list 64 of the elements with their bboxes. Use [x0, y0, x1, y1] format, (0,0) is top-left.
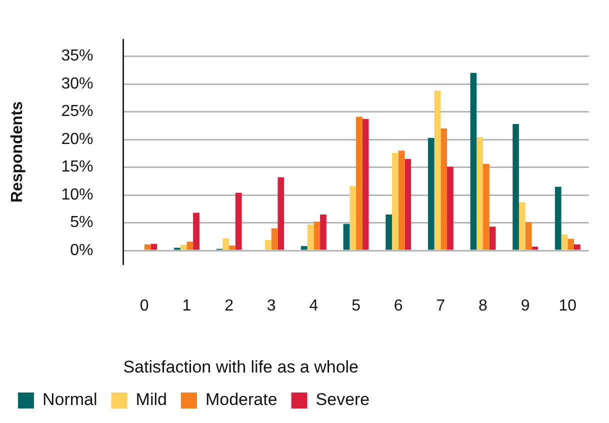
- bar: [428, 138, 434, 250]
- bar: [392, 152, 398, 250]
- bar: [476, 137, 483, 250]
- x-tick-label: 10: [558, 297, 577, 314]
- bar: [235, 192, 242, 250]
- y-tick-label: 30%: [61, 75, 94, 92]
- bar: [482, 164, 490, 250]
- bar: [518, 202, 526, 250]
- bar: [362, 118, 369, 250]
- bar: [525, 222, 532, 250]
- y-tick-label: 0%: [70, 242, 94, 259]
- bar: [271, 228, 278, 250]
- legend-label: Moderate: [205, 390, 278, 410]
- bar: [512, 124, 519, 250]
- bar: [404, 158, 412, 250]
- y-tick-label: 25%: [61, 103, 94, 120]
- bar: [278, 177, 284, 250]
- x-axis-title: Satisfaction with life as a whole: [123, 357, 359, 376]
- y-tick-label: 15%: [61, 158, 94, 176]
- bar: [568, 238, 574, 250]
- bar: [561, 234, 568, 250]
- legend-label: Severe: [316, 390, 370, 410]
- x-tick-label: 0: [140, 297, 149, 314]
- bar: [440, 128, 448, 250]
- bar: [186, 242, 194, 250]
- bar: [150, 244, 158, 250]
- bar: [398, 150, 405, 250]
- legend-label: Mild: [136, 390, 167, 410]
- x-tick-label: 5: [352, 297, 361, 314]
- x-tick-label: 4: [309, 297, 318, 314]
- bar: [489, 226, 496, 250]
- bar: [320, 214, 326, 250]
- y-axis-title: Respondents: [9, 101, 26, 203]
- bar: [307, 224, 314, 250]
- x-tick-label: 8: [478, 297, 488, 314]
- bar: [222, 238, 230, 250]
- x-tick-label: 1: [182, 297, 192, 314]
- bar: [554, 186, 562, 250]
- bar: [300, 246, 308, 250]
- bar: [144, 244, 151, 250]
- bar: [314, 222, 320, 250]
- y-tick-label: 10%: [61, 186, 94, 204]
- bar: [265, 240, 272, 250]
- bar: [193, 212, 200, 250]
- legend-label: Normal: [42, 390, 98, 410]
- x-tick-label: 9: [520, 297, 530, 314]
- bar: [470, 72, 477, 250]
- bar: [532, 246, 538, 250]
- bar: [350, 186, 356, 250]
- bar: [447, 166, 454, 250]
- bar: [180, 244, 187, 250]
- y-tick-label: 5%: [70, 214, 94, 232]
- x-tick-label: 6: [394, 297, 403, 314]
- x-tick-label: 2: [224, 297, 234, 314]
- bar: [356, 116, 362, 250]
- y-tick-label: 35%: [61, 48, 94, 65]
- bar: [386, 214, 392, 250]
- bar: [343, 224, 350, 250]
- y-tick-label: 20%: [61, 130, 94, 148]
- bar: [229, 246, 236, 250]
- x-tick-label: 3: [266, 297, 276, 314]
- bar: [434, 90, 441, 250]
- bar: [574, 244, 580, 250]
- x-tick-label: 7: [436, 297, 446, 314]
